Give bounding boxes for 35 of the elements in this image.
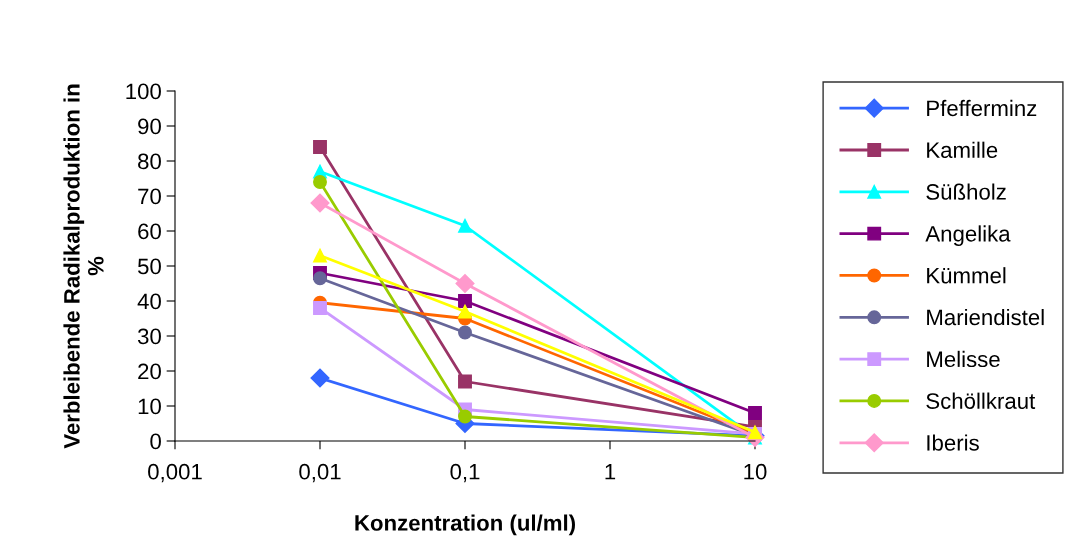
y-tick-label: 0 bbox=[150, 433, 161, 450]
legend-label: Süßholz bbox=[926, 183, 1006, 200]
point bbox=[748, 406, 762, 420]
legend-label: Pfefferminz bbox=[927, 99, 1037, 117]
y-tick-label: 30 bbox=[137, 328, 161, 345]
y-tick-label: 80 bbox=[138, 153, 161, 170]
y-tick-label: 10 bbox=[138, 398, 161, 415]
legend-label: Schöllkraut bbox=[926, 392, 1036, 409]
y-axis-title: Verbleibende Radikalproduktion in % bbox=[63, 84, 104, 449]
y-tick-label: 50 bbox=[137, 258, 161, 275]
x-tick-label: 1 bbox=[605, 464, 616, 480]
y-tick-label: 20 bbox=[138, 363, 161, 380]
x-tick-label: 0,001 bbox=[148, 463, 202, 483]
point bbox=[310, 193, 330, 213]
point bbox=[313, 140, 327, 154]
legend-label: Kamille bbox=[927, 141, 998, 158]
point bbox=[313, 271, 327, 286]
x-tick-label: 0,1 bbox=[450, 463, 480, 483]
x-tick-label: 10 bbox=[744, 463, 767, 480]
y-tick-label: 70 bbox=[138, 188, 161, 205]
legend-label: Iberis bbox=[927, 434, 979, 451]
x-tick-label: 0,01 bbox=[299, 463, 341, 483]
legend-label: Mariendistel bbox=[927, 308, 1044, 326]
point bbox=[310, 368, 330, 388]
point bbox=[313, 301, 327, 315]
x-axis-title: Konzentration (ul/ml) bbox=[355, 514, 575, 536]
legend-label: Kümmel bbox=[927, 267, 1006, 284]
point bbox=[313, 175, 327, 189]
legend-label: Melisse bbox=[927, 350, 1000, 368]
y-tick-label: 60 bbox=[138, 223, 161, 240]
y-tick-label: 100 bbox=[126, 83, 161, 100]
point bbox=[313, 248, 327, 263]
legend-label: Angelika bbox=[925, 225, 1011, 247]
y-tick-label: 90 bbox=[138, 118, 161, 135]
y-tick-label: 40 bbox=[137, 293, 161, 310]
